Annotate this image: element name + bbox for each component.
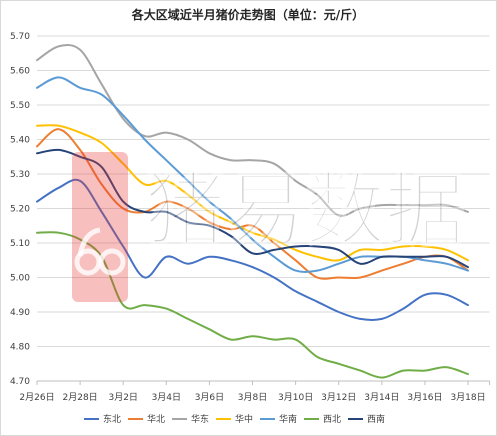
logo-ring: [98, 248, 126, 276]
y-tick-label: 4.70: [10, 377, 30, 387]
legend-item: 西南: [348, 413, 385, 425]
chart-title: 各大区域近半月猪价走势图（单位：元/斤）: [131, 7, 364, 22]
y-tick-label: 5.60: [10, 67, 30, 77]
watermark: 猪易数据: [72, 152, 466, 302]
y-tick-label: 4.80: [10, 343, 30, 353]
x-tick-label: 3月8日: [238, 392, 267, 403]
y-tick-label: 5.20: [10, 205, 30, 215]
y-tick-label: 5.40: [10, 136, 30, 146]
legend-label: 华南: [279, 413, 297, 425]
legend-label: 西北: [323, 414, 341, 425]
y-tick-label: 5.70: [10, 32, 30, 42]
legend-label: 华北: [147, 413, 165, 425]
x-tick-label: 3月6日: [195, 392, 224, 403]
x-tick-label: 3月16日: [407, 392, 442, 403]
x-tick-label: 3月18日: [450, 392, 485, 403]
legend: 东北 华北 华东 华中 华南 西北 西南: [84, 413, 385, 425]
y-tick-label: 5.30: [10, 170, 30, 180]
legend-label: 西南: [367, 413, 385, 425]
legend-label: 华东: [191, 413, 209, 425]
logo-stroke: [77, 227, 101, 257]
y-tick-label: 5.00: [10, 274, 30, 284]
legend-item: 华北: [128, 413, 165, 425]
legend-item: 华东: [172, 413, 209, 425]
y-tick-label: 5.10: [10, 239, 30, 249]
x-tick-label: 3月12日: [321, 392, 356, 403]
legend-label: 东北: [103, 413, 121, 425]
legend-item: 东北: [84, 413, 121, 425]
legend-item: 西北: [304, 414, 341, 425]
y-axis-labels: 4.70 4.80 4.90 5.00 5.10 5.20 5.30 5.40 5.50 5.60…: [10, 32, 30, 387]
watermark-logo-icon: [72, 152, 128, 302]
x-tick-label: 3月2日: [108, 392, 137, 403]
legend-label: 华中: [235, 413, 253, 425]
series-line: [36, 124, 469, 262]
y-tick-label: 5.50: [10, 101, 30, 111]
logo-shape: [72, 152, 128, 302]
watermark-text: 猪易数据: [145, 164, 465, 257]
x-axis: 2月26日 2月28日 3月2日 3月4日 3月6日 3月8日 3月10日 3月12日 3月14…: [19, 380, 491, 403]
series-line: [36, 148, 469, 269]
x-tick-label: 3月14日: [364, 392, 399, 403]
y-tick-label: 4.90: [10, 308, 30, 318]
legend-item: 华南: [260, 413, 297, 425]
legend-item: 华中: [216, 413, 253, 425]
x-tick-label: 3月10日: [278, 392, 313, 403]
series-line: [36, 178, 469, 321]
series-line: [36, 128, 469, 280]
x-tick-label: 2月28日: [63, 392, 98, 403]
x-tick-label: 3月4日: [152, 392, 181, 403]
x-tick-label: 2月26日: [19, 392, 54, 403]
series-line: [36, 44, 469, 217]
